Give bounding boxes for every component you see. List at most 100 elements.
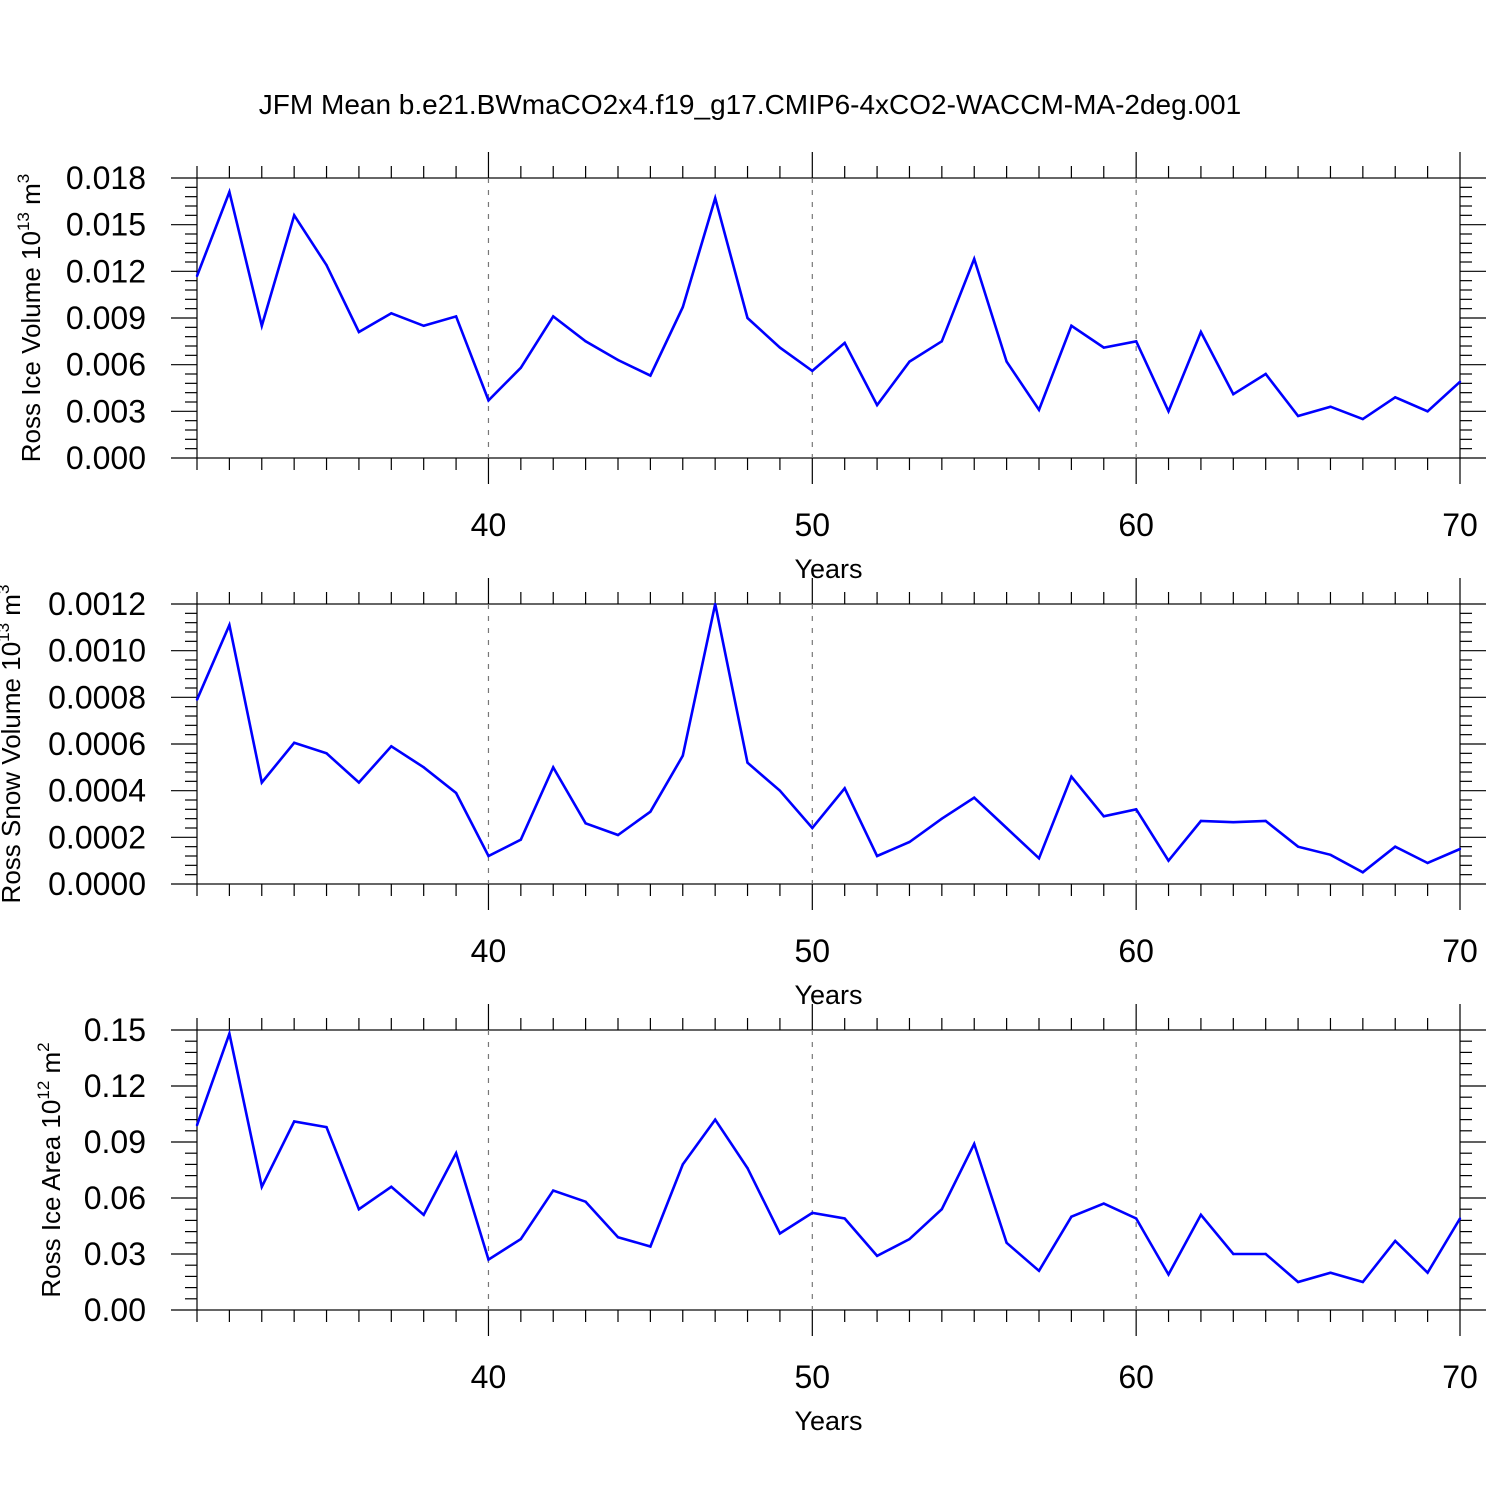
y-tick-label: 0.06: [84, 1180, 146, 1216]
x-axis-label: Years: [794, 1406, 862, 1436]
data-point: [1005, 1241, 1008, 1245]
data-point: [940, 817, 944, 820]
data-point: [422, 324, 425, 327]
x-tick-label: 70: [1442, 1359, 1478, 1395]
data-point: [325, 752, 328, 755]
data-point: [422, 1213, 425, 1217]
y-axis-label-unit-exponent: 3: [0, 585, 13, 594]
chart-panel-1: 0.000 0.003 0.006 0.009 0.012 0.015 0.018 40 50 6…: [14, 152, 1486, 584]
data-point: [973, 796, 976, 799]
data-point: [1167, 1273, 1170, 1276]
y-axis-label-exponent: 13: [0, 623, 13, 642]
data-point: [811, 369, 814, 373]
data-point: [713, 197, 717, 200]
x-tick-label: 60: [1118, 1359, 1154, 1395]
data-point: [292, 1120, 296, 1123]
data-point: [1264, 819, 1267, 823]
plot-frame: [196, 1029, 1461, 1311]
data-point: [811, 826, 814, 830]
data-point: [940, 340, 944, 343]
data-point: [875, 854, 879, 858]
data-point: [746, 316, 749, 320]
data-point: [1394, 845, 1397, 848]
y-axis-label-unit: m: [0, 594, 26, 623]
data-point: [649, 810, 652, 813]
data-point: [260, 781, 263, 784]
data-point: [778, 789, 782, 792]
x-tick-label: 40: [471, 507, 507, 543]
y-tick-label: 0.0008: [48, 679, 146, 715]
data-point: [552, 1189, 555, 1192]
y-tick-label: 0.12: [84, 1068, 146, 1104]
data-point: [487, 854, 490, 858]
y-tick-label: 0.15: [84, 1012, 146, 1048]
data-point: [1458, 1217, 1462, 1220]
data-point: [713, 602, 717, 606]
data-point: [1426, 1271, 1429, 1274]
data-point: [1167, 859, 1170, 862]
data-point: [260, 1185, 263, 1189]
data-point: [1361, 417, 1365, 421]
data-point: [195, 698, 199, 701]
data-point: [1232, 820, 1235, 824]
data-point: [1005, 826, 1008, 830]
data-point: [357, 330, 361, 334]
data-point: [746, 761, 749, 764]
data-point: [1361, 871, 1365, 874]
data-point: [908, 840, 911, 844]
y-tick-label: 0.0004: [48, 773, 146, 809]
data-point: [390, 745, 393, 748]
figure-title: JFM Mean b.e21.BWmaCO2x4.f19_g17.CMIP6-4…: [259, 89, 1241, 120]
data-point: [1102, 346, 1105, 349]
data-point: [1232, 1252, 1235, 1256]
data-point: [940, 1208, 944, 1211]
series-line: [195, 1028, 1462, 1284]
x-tick-label: 40: [471, 933, 507, 969]
data-point: [1102, 1202, 1105, 1205]
y-tick-label: 0.003: [66, 393, 146, 429]
data-point: [616, 358, 620, 362]
data-point: [454, 315, 458, 318]
x-tick-label: 50: [795, 1359, 831, 1395]
y-tick-label: 0.0002: [48, 819, 146, 855]
y-tick-label: 0.0000: [48, 866, 146, 902]
y-tick-label: 0.0012: [48, 586, 146, 622]
data-point: [1037, 408, 1041, 411]
data-point: [1329, 853, 1332, 857]
x-tick-label: 70: [1442, 933, 1478, 969]
data-point: [228, 623, 231, 627]
data-point: [908, 360, 911, 363]
y-tick-label: 0.09: [84, 1124, 146, 1160]
data-point: [616, 1236, 620, 1239]
plot-frame: [196, 177, 1461, 459]
data-point: [1458, 847, 1462, 851]
data-point: [649, 1245, 652, 1248]
data-point: [390, 1185, 393, 1189]
x-tick-label: 60: [1118, 933, 1154, 969]
data-point: [325, 263, 328, 267]
series-line: [195, 187, 1461, 421]
y-axis-label-main: Ross Ice Area 10: [36, 1100, 66, 1298]
x-tick-label: 70: [1442, 507, 1478, 543]
data-point: [552, 766, 555, 769]
x-tick-label: 50: [795, 507, 831, 543]
y-axis-label-unit-exponent: 2: [34, 1042, 53, 1051]
data-point: [973, 1142, 976, 1146]
chart-panel-2: 0.0000 0.0002 0.0004 0.0006 0.0008 0.0010 0.00…: [0, 578, 1486, 1010]
y-tick-label: 0.009: [66, 300, 146, 336]
series-line: [195, 603, 1461, 874]
plot-frame: [196, 603, 1461, 885]
data-point: [1232, 393, 1235, 396]
data-point: [713, 1118, 717, 1121]
data-point: [1199, 819, 1203, 823]
data-point: [357, 1208, 361, 1211]
data-point: [454, 1152, 458, 1155]
data-point: [1134, 1217, 1138, 1220]
data-point: [1329, 405, 1332, 408]
data-point: [519, 838, 523, 841]
data-point: [228, 190, 231, 194]
data-point: [454, 791, 458, 795]
data-point: [1458, 380, 1462, 383]
data-point: [584, 1200, 587, 1203]
